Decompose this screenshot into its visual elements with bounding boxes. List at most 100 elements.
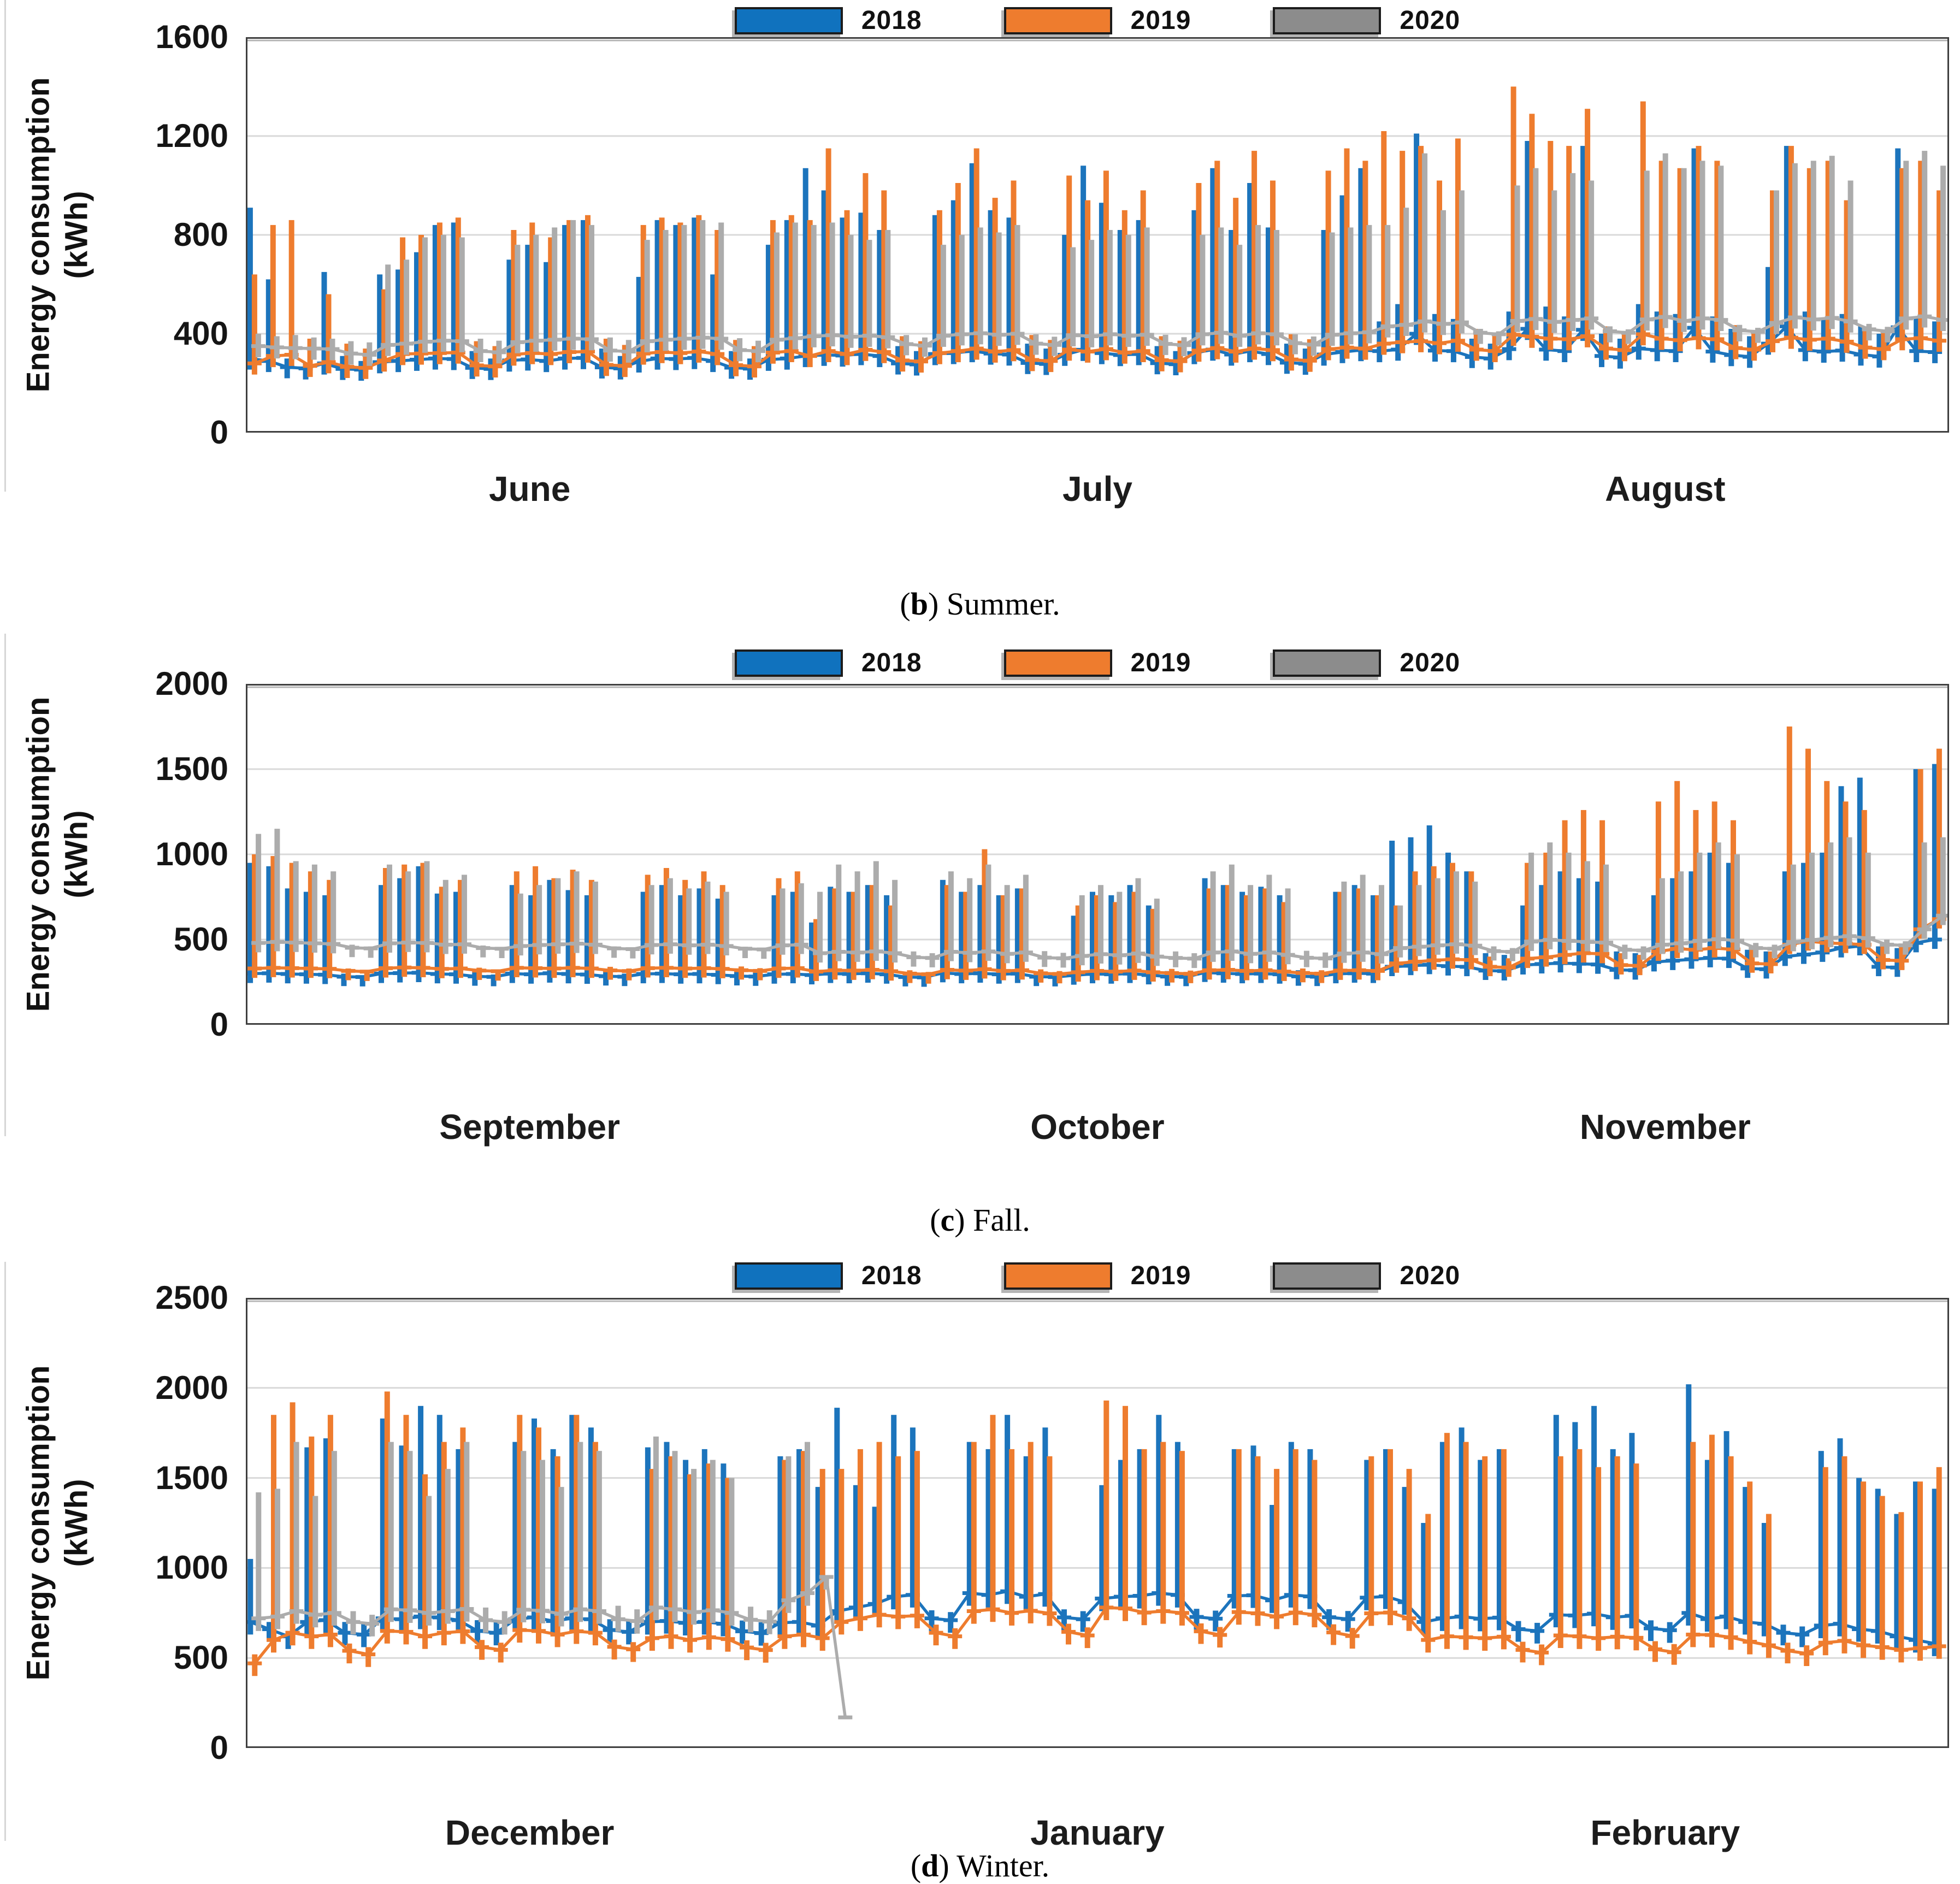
avg-dash — [1805, 938, 1819, 942]
avg-dash — [1183, 972, 1198, 976]
avg-dash — [831, 950, 846, 954]
avg-dash — [1710, 337, 1725, 341]
hilo-bar — [848, 235, 854, 348]
avg-dash — [1932, 1644, 1946, 1649]
hilo-bar — [1520, 905, 1526, 975]
avg-dash — [1572, 1634, 1587, 1639]
avg-dash — [1872, 965, 1886, 969]
avg-dash — [611, 1617, 625, 1621]
hilo-bar — [996, 232, 1002, 346]
hilo-bar — [285, 1631, 291, 1649]
hilo-bar — [1839, 314, 1845, 362]
avg-dash — [1621, 330, 1636, 335]
avg-dash — [1695, 316, 1710, 321]
avg-dash — [823, 971, 838, 976]
avg-dash — [786, 972, 800, 976]
hilo-bar — [914, 1451, 920, 1628]
avg-dash — [879, 972, 894, 977]
avg-dash — [395, 352, 410, 356]
avg-dash — [267, 1638, 281, 1642]
avg-dash — [1743, 1640, 1757, 1644]
hilo-bar — [710, 274, 716, 373]
hilo-bar — [1570, 173, 1576, 331]
hilo-bar — [1121, 210, 1127, 364]
hilo-bar — [603, 339, 609, 376]
avg-dash — [659, 1619, 674, 1623]
hilo-bar — [577, 1442, 583, 1622]
hilo-bar — [566, 220, 572, 363]
hilo-bar — [1837, 1438, 1843, 1637]
hilo-bar — [910, 1427, 916, 1608]
avg-dash — [1247, 346, 1262, 351]
hilo-bar — [1825, 161, 1831, 350]
legend-swatch-2020 — [1273, 7, 1382, 34]
hilo-bar — [1557, 1456, 1563, 1648]
avg-dash — [1339, 345, 1354, 350]
hilo-bar — [403, 1415, 409, 1645]
hilo-bar — [1089, 240, 1095, 347]
hilo-bar — [536, 1427, 541, 1644]
hilo-bar — [1183, 972, 1189, 987]
month-label-january: January — [1030, 1813, 1165, 1852]
avg-dash — [410, 358, 424, 362]
hilo-bar — [1339, 195, 1345, 363]
avg-dash — [1816, 350, 1831, 354]
avg-dash — [743, 367, 757, 371]
month-label-october: October — [1030, 1107, 1165, 1147]
hilo-bar — [721, 1463, 727, 1637]
hilo-bar — [407, 1451, 413, 1623]
hilo-bar — [440, 235, 446, 352]
avg-dash — [449, 972, 463, 977]
avg-dash — [1691, 336, 1706, 340]
avg-dash — [247, 1661, 262, 1666]
avg-dash — [542, 971, 557, 976]
hilo-bar — [274, 829, 280, 952]
avg-dash — [1372, 349, 1387, 353]
hilo-bar — [929, 1610, 935, 1631]
avg-dash — [565, 966, 580, 970]
avg-dash — [877, 350, 892, 354]
hilo-bar — [570, 220, 576, 350]
legend-label-2018: 2018 — [861, 1261, 922, 1290]
avg-dash — [512, 1628, 527, 1632]
avg-dash — [566, 336, 581, 341]
avg-dash — [270, 1614, 285, 1619]
avg-dash — [1403, 964, 1418, 968]
legend-item-2020: 2020 — [1273, 1261, 1460, 1291]
hilo-bar — [1576, 878, 1582, 973]
hilo-bar — [1274, 230, 1279, 346]
avg-dash — [391, 359, 406, 363]
avg-dash — [1428, 349, 1442, 353]
avg-dash — [1676, 319, 1691, 323]
avg-dash — [414, 351, 428, 356]
hilo-bar — [550, 1449, 556, 1634]
avg-dash — [363, 946, 378, 950]
hilo-bar — [1678, 871, 1684, 953]
hilo-bar — [1266, 875, 1272, 962]
hilo-bar — [1715, 842, 1721, 949]
avg-dash — [687, 1610, 701, 1614]
hilo-bar — [1940, 837, 1946, 925]
hilo-bar — [985, 864, 991, 961]
x-axis-months-fall: September October November — [246, 1107, 1949, 1147]
hilo-bar — [1191, 210, 1197, 364]
avg-dash — [475, 1645, 489, 1649]
avg-dash — [700, 942, 715, 947]
avg-dash — [365, 1622, 380, 1626]
hilo-bar — [1644, 170, 1650, 331]
avg-dash — [1473, 1616, 1488, 1621]
legend-item-2020: 2020 — [1273, 5, 1460, 36]
hilo-bar — [562, 225, 568, 370]
avg-dash — [488, 364, 503, 369]
hilo-bar — [330, 871, 336, 954]
hilo-bar — [1838, 786, 1844, 958]
avg-dash — [848, 1605, 863, 1610]
avg-dash — [558, 356, 572, 361]
avg-dash — [340, 365, 355, 369]
avg-dash — [453, 966, 468, 971]
avg-dash — [1270, 332, 1284, 336]
hilo-bar — [1113, 902, 1119, 981]
avg-dash — [959, 968, 973, 973]
avg-dash — [969, 346, 984, 351]
hilo-bar — [1491, 946, 1497, 961]
